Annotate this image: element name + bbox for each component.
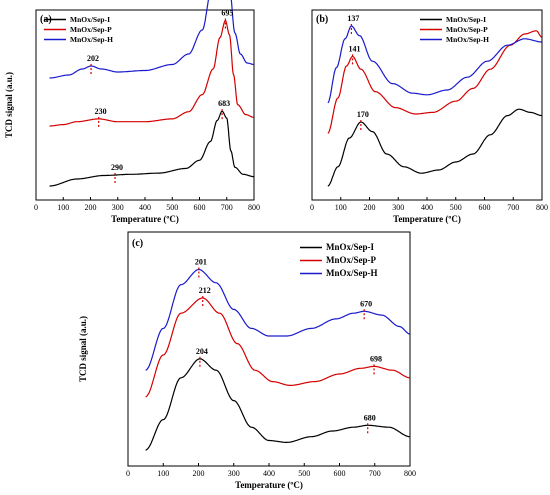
peak-label: 170 bbox=[357, 110, 369, 119]
peak-label: 202 bbox=[87, 54, 99, 63]
peak-label: 695 bbox=[221, 9, 233, 18]
y-axis-title: TCD signal (a.u.) bbox=[78, 316, 88, 382]
peak-label: 204 bbox=[196, 347, 208, 356]
x-tick-label: 0 bbox=[310, 203, 314, 212]
x-tick-label: 600 bbox=[334, 469, 346, 478]
x-tick-label: 200 bbox=[193, 469, 205, 478]
legend-entry: MnOx/Sep-I bbox=[70, 15, 110, 24]
panel-label: (c) bbox=[132, 238, 143, 249]
peak-label: 230 bbox=[95, 107, 107, 116]
series-line-mnox-sep-p bbox=[145, 297, 410, 398]
peak-label: 141 bbox=[349, 44, 361, 53]
legend-entry: MnOx/Sep-H bbox=[70, 35, 113, 44]
x-tick-label: 400 bbox=[263, 469, 275, 478]
peak-label: 670 bbox=[360, 299, 372, 308]
x-tick-label: 400 bbox=[139, 203, 151, 212]
x-tick-label: 100 bbox=[335, 203, 347, 212]
chart-panel-1: 0 100 200 300 400 500 600 700 800 Temperature (ºC… bbox=[310, 9, 548, 224]
x-tick-label: 300 bbox=[112, 203, 124, 212]
peak-label: 290 bbox=[111, 163, 123, 172]
x-tick-label: 600 bbox=[479, 203, 491, 212]
series-line-mnox-sep-h bbox=[145, 268, 411, 371]
x-axis-title: Temperature (ºC) bbox=[393, 214, 461, 224]
x-tick-label: 800 bbox=[248, 203, 260, 212]
x-axis-title: Temperature (ºC) bbox=[111, 214, 179, 224]
x-tick-label: 500 bbox=[450, 203, 462, 212]
legend-entry: MnOx/Sep-I bbox=[326, 242, 375, 252]
x-tick-label: 800 bbox=[404, 469, 416, 478]
series-line-mnox-sep-p bbox=[327, 30, 543, 134]
x-tick-label: 600 bbox=[194, 203, 206, 212]
chart-panel-2: 0 100 200 300 400 500 600 700 800 Temperature (ºC… bbox=[78, 231, 416, 490]
x-tick-label: 700 bbox=[369, 469, 381, 478]
series-line-mnox-sep-h bbox=[327, 25, 542, 104]
chart-panel-0: 0 100 200 300 400 500 600 700 800 Temperature (ºC… bbox=[4, 0, 260, 224]
series-line-mnox-sep-h bbox=[49, 0, 254, 79]
legend-entry: MnOx/Sep-P bbox=[70, 25, 112, 34]
legend-entry: MnOx/Sep-I bbox=[446, 15, 486, 24]
x-axis-title: Temperature (ºC) bbox=[235, 480, 303, 490]
peak-label: 683 bbox=[218, 99, 230, 108]
legend-entry: MnOx/Sep-P bbox=[326, 255, 377, 265]
x-tick-label: 300 bbox=[228, 469, 240, 478]
x-tick-label: 300 bbox=[392, 203, 404, 212]
series-line-mnox-sep-i bbox=[327, 108, 542, 187]
x-tick-label: 0 bbox=[126, 469, 130, 478]
x-tick-label: 0 bbox=[34, 203, 38, 212]
peak-label: 201 bbox=[195, 258, 207, 267]
x-tick-label: 500 bbox=[298, 469, 310, 478]
peak-label: 137 bbox=[347, 14, 359, 23]
plot-frame bbox=[311, 9, 543, 201]
panel-label: (b) bbox=[316, 14, 328, 25]
peak-label: 698 bbox=[370, 354, 382, 363]
x-tick-label: 200 bbox=[364, 203, 376, 212]
x-tick-label: 200 bbox=[85, 203, 97, 212]
y-axis-title: TCD signal (a.u.) bbox=[4, 72, 14, 138]
series-line-mnox-sep-i bbox=[145, 358, 410, 451]
legend-entry: MnOx/Sep-P bbox=[446, 25, 488, 34]
series-line-mnox-sep-i bbox=[49, 110, 254, 187]
legend-entry: MnOx/Sep-H bbox=[326, 268, 378, 278]
x-tick-label: 800 bbox=[536, 203, 548, 212]
x-tick-label: 400 bbox=[421, 203, 433, 212]
x-tick-label: 700 bbox=[507, 203, 519, 212]
legend-entry: MnOx/Sep-H bbox=[446, 35, 489, 44]
x-tick-label: 500 bbox=[166, 203, 178, 212]
peak-label: 212 bbox=[199, 286, 211, 295]
peak-label: 680 bbox=[364, 413, 376, 422]
series-line-mnox-sep-p bbox=[49, 20, 255, 127]
x-tick-label: 100 bbox=[57, 203, 69, 212]
x-tick-label: 100 bbox=[157, 469, 169, 478]
x-tick-label: 700 bbox=[221, 203, 233, 212]
